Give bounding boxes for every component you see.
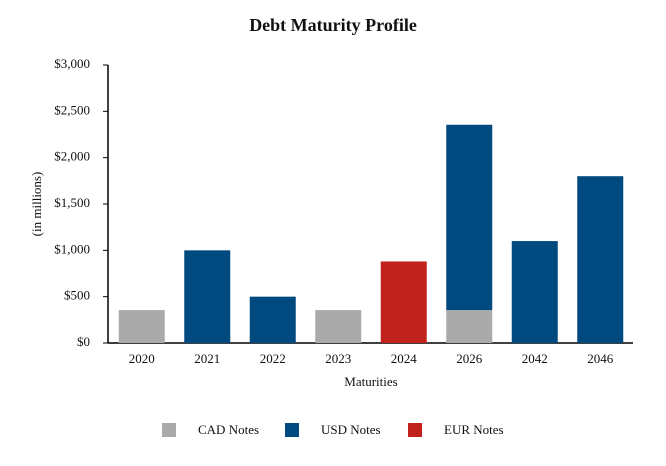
legend-swatch xyxy=(408,423,422,437)
y-axis-label: (in millions) xyxy=(29,172,44,237)
bar-segment xyxy=(380,261,427,343)
bar-segment xyxy=(577,176,624,343)
legend-label: CAD Notes xyxy=(198,422,259,437)
x-tick-label: 2023 xyxy=(325,351,351,366)
legend-swatch xyxy=(162,423,176,437)
bar-segment xyxy=(249,296,296,343)
y-tick-label: $0 xyxy=(77,334,90,349)
bar-segment xyxy=(184,250,231,343)
y-tick-label: $500 xyxy=(64,288,90,303)
y-tick-label: $1,500 xyxy=(54,195,90,210)
x-tick-label: 2046 xyxy=(587,351,614,366)
y-tick-label: $3,000 xyxy=(54,56,90,71)
x-axis-label: Maturities xyxy=(344,374,397,389)
x-tick-label: 2042 xyxy=(522,351,548,366)
x-tick-label: 2021 xyxy=(194,351,220,366)
x-tick-label: 2022 xyxy=(260,351,286,366)
bar-segment xyxy=(446,310,493,343)
y-tick-label: $2,500 xyxy=(54,102,90,117)
x-tick-label: 2024 xyxy=(391,351,418,366)
y-tick-label: $1,000 xyxy=(54,241,90,256)
bar-segment xyxy=(446,124,493,311)
bar-segment xyxy=(315,310,362,343)
chart-title: Debt Maturity Profile xyxy=(249,15,417,35)
x-tick-label: 2026 xyxy=(456,351,483,366)
legend-label: USD Notes xyxy=(321,422,381,437)
legend-label: EUR Notes xyxy=(444,422,504,437)
bar-segment xyxy=(511,241,558,343)
x-tick-label: 2020 xyxy=(129,351,155,366)
legend-swatch xyxy=(285,423,299,437)
bar-segment xyxy=(118,310,165,343)
y-tick-label: $2,000 xyxy=(54,149,90,164)
